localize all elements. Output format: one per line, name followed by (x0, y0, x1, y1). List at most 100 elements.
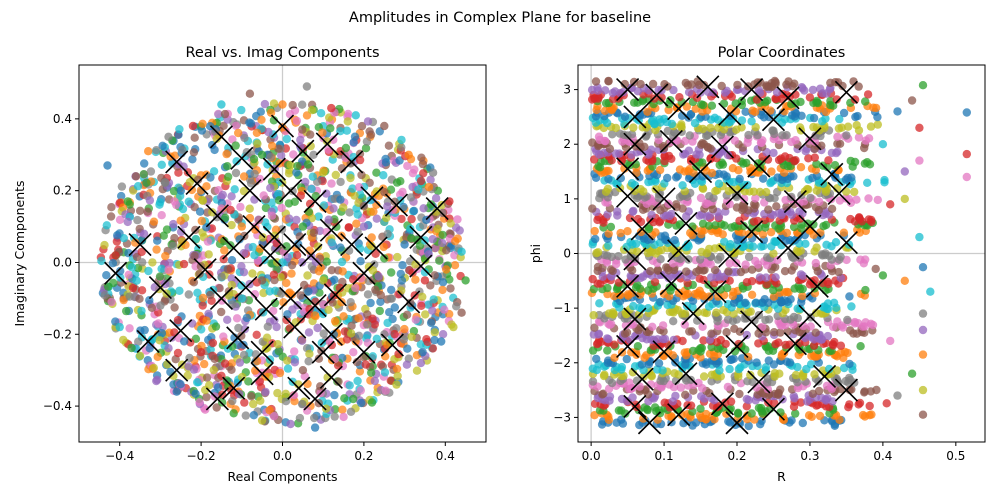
scatter-point (620, 112, 630, 121)
scatter-point (330, 275, 339, 284)
scatter-point (240, 325, 249, 334)
scatter-point (602, 118, 612, 128)
scatter-point (290, 358, 300, 367)
scatter-point (272, 322, 281, 332)
scatter-point (835, 114, 844, 124)
scatter-point (798, 372, 808, 381)
scatter-point (347, 321, 356, 330)
scatter-point (660, 231, 670, 240)
scatter-point (457, 308, 466, 317)
scatter-point (726, 240, 735, 249)
scatter-point (298, 100, 307, 109)
scatter-point (235, 358, 245, 367)
scatter-point (806, 193, 815, 203)
scatter-point (592, 354, 601, 364)
scatter-point (156, 301, 165, 310)
scatter-point (873, 120, 882, 129)
scatter-point (780, 107, 789, 116)
scatter-point (157, 211, 166, 220)
scatter-point (814, 386, 824, 396)
scatter-point (154, 319, 163, 328)
scatter-point (270, 316, 279, 325)
scatter-point (850, 95, 860, 104)
scatter-point (286, 419, 295, 429)
scatter-point (675, 165, 685, 174)
scatter-point (798, 291, 807, 301)
plot-area (578, 65, 985, 442)
scatter-point (384, 141, 394, 150)
scatter-point (407, 332, 416, 342)
scatter-point (170, 233, 179, 243)
scatter-point (319, 329, 328, 338)
scatter-point (733, 409, 743, 418)
scatter-point (805, 136, 814, 145)
scatter-point (137, 247, 146, 257)
x-marker (740, 310, 764, 334)
scatter-point (774, 389, 783, 398)
scatter-point (174, 168, 183, 177)
scatter-point (783, 161, 792, 171)
scatter-point (662, 117, 671, 127)
scatter-point (698, 139, 707, 148)
scatter-point (442, 265, 451, 274)
scatter-point (438, 278, 448, 287)
scatter-point (372, 187, 381, 196)
scatter-point (649, 115, 658, 124)
scatter-point (195, 398, 204, 407)
scatter-point (127, 343, 136, 353)
scatter-point (122, 306, 131, 316)
scatter-point (179, 259, 189, 269)
scatter-point (380, 254, 389, 263)
scatter-point (813, 400, 823, 409)
scatter-point (135, 206, 145, 215)
scatter-point (313, 323, 322, 333)
x-marker (798, 304, 822, 328)
scatter-point (648, 79, 658, 89)
scatter-point (918, 263, 928, 272)
scatter-point (833, 139, 842, 148)
scatter-point (231, 168, 241, 178)
scatter-point (743, 415, 752, 424)
x-marker (352, 261, 376, 285)
x-tick-label: 0.1 (655, 449, 674, 463)
scatter-point (699, 292, 708, 301)
scatter-point (636, 79, 645, 89)
y-tick-label: −0.2 (43, 327, 72, 341)
scatter-point (595, 299, 604, 308)
scatter-point (102, 271, 111, 280)
x-marker (299, 243, 323, 267)
scatter-point (327, 103, 336, 113)
scatter-point (759, 241, 768, 251)
scatter-point (433, 224, 442, 234)
scatter-point (734, 364, 744, 374)
scatter-point (854, 400, 863, 409)
scatter-point (357, 170, 366, 180)
x-tick-label: 0.5 (946, 449, 965, 463)
scatter-point (305, 199, 315, 208)
scatter-point (795, 198, 804, 208)
scatter-point (769, 249, 778, 258)
x-tick-label: −0.2 (187, 449, 216, 463)
scatter-point (227, 274, 236, 283)
scatter-point (804, 411, 814, 420)
x-marker (340, 150, 364, 174)
x-marker (630, 217, 654, 241)
scatter-point (339, 203, 348, 212)
scatter-point (698, 322, 707, 331)
scatter-point (755, 273, 765, 282)
scatter-point (319, 168, 328, 177)
scatter-point (822, 381, 832, 390)
scatter-point (607, 265, 616, 274)
scatter-point (274, 189, 283, 199)
scatter-point (592, 365, 601, 375)
scatter-point (341, 143, 351, 153)
scatter-point (336, 195, 345, 204)
scatter-point (201, 405, 210, 414)
scatter-point (871, 264, 880, 274)
x-tick-label: 0.2 (354, 449, 373, 463)
scatter-point (603, 346, 612, 355)
scatter-point (741, 107, 750, 117)
scatter-point (265, 287, 274, 296)
scatter-point (855, 228, 864, 237)
